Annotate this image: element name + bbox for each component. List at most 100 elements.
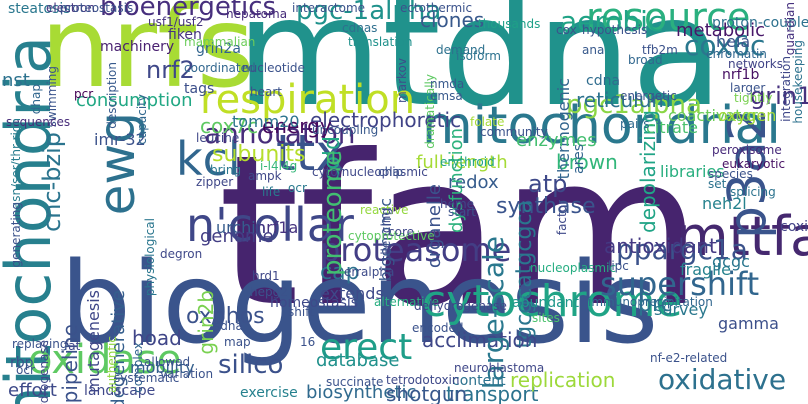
- cloud-word: i-l4l4g: [260, 159, 298, 173]
- cloud-word: reticulum: [576, 88, 671, 112]
- cloud-word: erythroid: [440, 155, 495, 169]
- cloud-word: hepg2: [250, 285, 288, 299]
- cloud-word: electrophoretic: [310, 108, 462, 132]
- cloud-word: tfb2m: [642, 43, 678, 57]
- cloud-word: species: [708, 167, 753, 181]
- cloud-word: nmda: [430, 77, 465, 91]
- cloud-word: ocr: [16, 363, 35, 377]
- cloud-word: eukaryotic: [722, 157, 786, 171]
- cloud-word: tfam: [218, 111, 703, 353]
- cloud-word: mutagenesis: [84, 290, 103, 393]
- cloud-word: factor: [555, 200, 569, 236]
- cloud-word: tomm20: [232, 112, 300, 131]
- cloud-word: pgc-1alpha: [296, 0, 442, 26]
- cloud-word: full-length: [416, 152, 508, 173]
- cloud-word: biogenesis: [60, 239, 659, 369]
- cloud-word: pairs: [620, 117, 650, 131]
- cloud-word: mtdna: [236, 0, 724, 140]
- cloud-word: heme: [440, 197, 475, 211]
- cloud-word: gamma: [718, 314, 779, 333]
- cloud-word: nst: [2, 70, 30, 91]
- cloud-word: grin2a: [196, 41, 241, 57]
- cloud-word: brown: [556, 150, 618, 174]
- cloud-word: proteasome: [320, 231, 512, 269]
- cloud-word: nrf2: [146, 56, 195, 84]
- cloud-word: interactome: [292, 1, 366, 15]
- cloud-word: abundant: [512, 295, 580, 311]
- cloud-word: allowed: [144, 355, 191, 369]
- cloud-word: pgc1alpha: [566, 90, 702, 120]
- cloud-word: encoded: [412, 321, 464, 335]
- cloud-word: fat: [64, 339, 81, 353]
- cloud-word: cdna: [586, 73, 621, 89]
- cloud-word: hela: [716, 32, 751, 51]
- cloud-word: exercise: [240, 385, 298, 401]
- cloud-word: isoform: [456, 49, 501, 63]
- cloud-word: housekeeping: [791, 40, 805, 124]
- cloud-word: alternative: [374, 295, 439, 309]
- cloud-word: life: [262, 185, 281, 199]
- cloud-word: succinate: [326, 375, 384, 389]
- cloud-word: emsa: [430, 89, 463, 103]
- cloud-word: larger: [730, 81, 766, 95]
- cloud-word: electron: [46, 1, 96, 15]
- cloud-word: landscape: [84, 383, 156, 399]
- cloud-word: splicing: [730, 185, 776, 199]
- cloud-word: prc: [638, 292, 673, 317]
- cloud-word: asn/ser/thr-rich: [9, 118, 23, 210]
- cloud-word: start: [448, 205, 476, 219]
- cloud-word: immunoprecipitation: [588, 295, 713, 309]
- cloud-word: dehydrogenase: [414, 299, 507, 313]
- cloud-word: shift: [288, 305, 314, 319]
- cloud-word: ares: [571, 144, 587, 174]
- cloud-word: consumption: [76, 90, 193, 111]
- cloud-word: tetrodotoxin: [386, 373, 460, 387]
- cloud-word: reactive: [360, 203, 409, 217]
- cloud-word: cap: [320, 260, 360, 285]
- cloud-word: nrf1b: [722, 67, 760, 83]
- cloud-word: replacing: [12, 337, 68, 351]
- cloud-word: chromatin: [706, 47, 767, 61]
- cloud-word: clones: [420, 8, 485, 32]
- cloud-word: homeostasis: [270, 295, 359, 311]
- cloud-word: pcr: [74, 87, 94, 101]
- cloud-word: extends: [320, 284, 384, 303]
- cloud-word: erect: [320, 327, 413, 368]
- cloud-word: oxphos: [186, 304, 265, 329]
- cloud-word: content: [452, 373, 506, 389]
- cloud-word: dehydrogenase: [37, 340, 51, 404]
- cloud-word: cox6c: [684, 29, 766, 62]
- cloud-word: tightly: [734, 91, 773, 105]
- cloud-word: neuroblastoma: [454, 361, 545, 375]
- cloud-word: proton-coupled: [712, 15, 808, 31]
- cloud-word: resource: [586, 0, 751, 39]
- cloud-word: aerobic: [560, 5, 664, 38]
- cloud-word: acclimation: [422, 328, 538, 352]
- cloud-word: coxiv: [780, 219, 808, 235]
- cloud-word: zipper: [196, 175, 234, 189]
- cloud-word: replication: [510, 368, 616, 392]
- cloud-word: mammalian: [184, 35, 256, 49]
- cloud-word: oxidative: [658, 363, 787, 396]
- cloud-word: broad: [628, 53, 663, 67]
- cloud-word: subunits: [212, 142, 306, 167]
- cloud-word: thermogenic: [554, 78, 573, 180]
- cloud-word: core: [388, 225, 414, 239]
- cloud-word: chip: [378, 165, 404, 179]
- cloud-word: hoad: [132, 326, 182, 350]
- cloud-word: nucleotide: [242, 61, 305, 75]
- cloud-word: cox: [556, 23, 577, 37]
- cloud-word: kcl: [176, 132, 241, 186]
- cloud-word: libraries: [660, 162, 725, 181]
- cloud-word: pipeline: [58, 324, 82, 404]
- cloud-word: lipc: [608, 259, 629, 273]
- cloud-word: nrf1a: [256, 218, 299, 237]
- cloud-word: coactivator: [668, 106, 758, 125]
- cloud-word: energy: [262, 114, 332, 138]
- cloud-word: sdha: [214, 319, 243, 333]
- cloud-word: supershift: [600, 265, 760, 303]
- cloud-word: mitochondrial: [422, 96, 781, 156]
- cloud-word: map: [224, 335, 251, 349]
- cloud-word: metabolic: [676, 20, 766, 41]
- cloud-word: database: [316, 350, 400, 371]
